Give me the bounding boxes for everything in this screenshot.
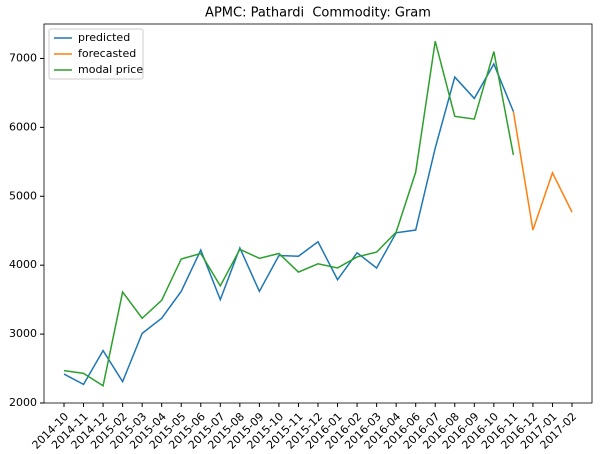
legend-label: predicted	[78, 31, 130, 44]
series-line	[512, 111, 573, 231]
plot-area	[43, 23, 593, 404]
series-line	[63, 41, 515, 387]
chart-title: APMC: Pathardi Commodity: Gram	[205, 6, 431, 21]
legend-label: modal price	[78, 63, 143, 76]
y-tick-label: 7000	[9, 51, 37, 64]
y-tick-label: 5000	[9, 189, 37, 202]
legend-box	[48, 28, 144, 80]
y-tick-label: 3000	[9, 327, 37, 340]
series-line	[63, 62, 515, 386]
y-tick-label: 6000	[9, 120, 37, 133]
legend-label: forecasted	[78, 47, 136, 60]
y-tick-label: 2000	[9, 396, 37, 409]
legend: predicted forecasted modal price	[48, 28, 144, 80]
y-tick-label: 4000	[9, 258, 37, 271]
